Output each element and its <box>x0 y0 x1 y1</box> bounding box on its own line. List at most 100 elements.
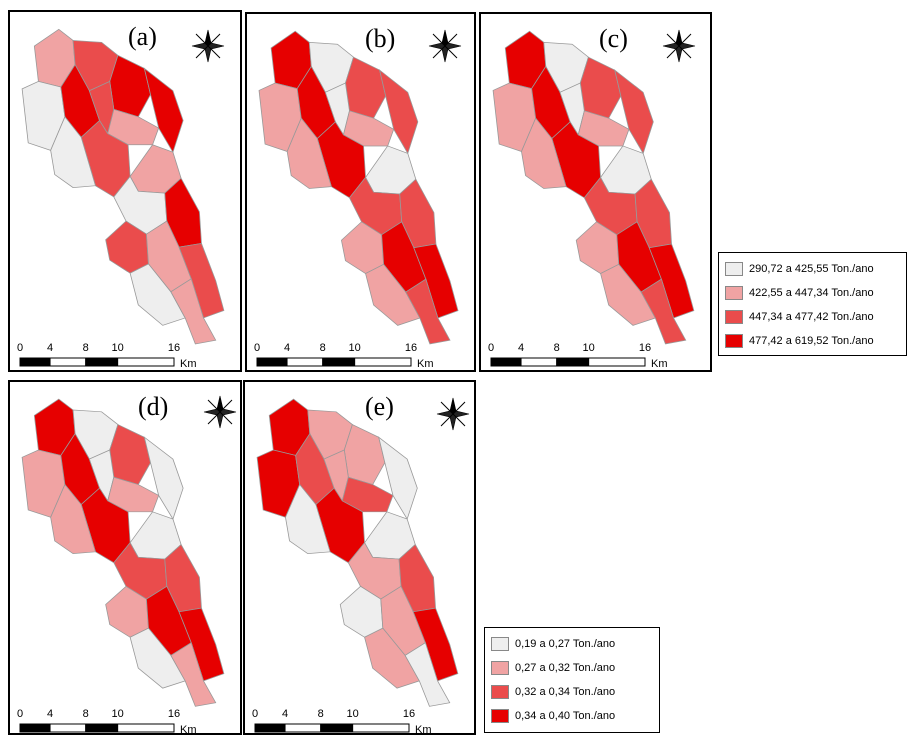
panel-label: (d) <box>138 392 169 421</box>
scale-tick-label: 16 <box>639 342 651 354</box>
legend-label: 477,42 a 619,52 Ton./ano <box>749 335 874 347</box>
legend-soil-loss-annual: 290,72 a 425,55 Ton./ano 422,55 a 447,34… <box>718 252 907 356</box>
legend-label: 0,19 a 0,27 Ton./ano <box>515 638 616 650</box>
subbasin-3 <box>579 56 622 119</box>
scale-segment <box>284 723 322 733</box>
scale-tick-label: 4 <box>47 708 53 720</box>
legend-item: 447,34 a 477,42 Ton./ano <box>725 309 874 325</box>
panel-label: (b) <box>365 24 396 53</box>
scale-segment <box>49 357 87 367</box>
scale-tick-label: 8 <box>318 708 324 720</box>
scale-segment <box>322 357 356 367</box>
legend-item: 0,32 a 0,34 Ton./ano <box>491 684 615 700</box>
scale-tick-label: 10 <box>583 342 595 354</box>
legend-item: 422,55 a 447,34 Ton./ano <box>725 285 874 301</box>
map-panel-d: (d) 0 4 8 10 16 Km <box>8 380 242 735</box>
legend-swatch <box>491 709 509 723</box>
scale-segment <box>254 723 286 733</box>
scale-unit: Km <box>415 724 432 734</box>
scale-tick-label: 10 <box>349 342 361 354</box>
map-panel-e: (e) 0 4 8 10 16 Km <box>243 380 476 735</box>
subbasin-18 <box>405 278 451 345</box>
legend-label: 447,34 a 477,42 Ton./ano <box>749 311 874 323</box>
scale-tick-label: 0 <box>17 342 23 354</box>
legend-item: 0,34 a 0,40 Ton./ano <box>491 708 615 724</box>
scale-segment <box>117 723 175 733</box>
legend-label: 290,72 a 425,55 Ton./ano <box>749 263 874 275</box>
watershed-map <box>21 398 225 707</box>
watershed-map <box>21 28 225 345</box>
legend-label: 422,55 a 447,34 Ton./ano <box>749 287 874 299</box>
map-panel-a: (a) 0 4 8 10 16 Km <box>8 10 242 372</box>
scale-tick-label: 0 <box>252 708 258 720</box>
scale-segment <box>490 357 522 367</box>
scale-segment <box>354 357 412 367</box>
scale-segment <box>85 357 119 367</box>
scale-tick-label: 10 <box>112 342 124 354</box>
watershed-map <box>492 30 695 345</box>
legend-swatch <box>725 334 743 348</box>
scale-tick-label: 4 <box>518 342 524 354</box>
legend-swatch <box>725 262 743 276</box>
subbasin-3 <box>343 424 386 485</box>
scale-segment <box>520 357 558 367</box>
compass-diagonal <box>195 33 221 59</box>
scale-tick-label: 0 <box>254 342 260 354</box>
subbasin-3 <box>345 56 387 119</box>
scale-segment <box>286 357 324 367</box>
panel-label: (a) <box>128 22 157 51</box>
scale-tick-label: 0 <box>488 342 494 354</box>
subbasin-18 <box>170 278 217 345</box>
compass-diagonal <box>432 33 458 59</box>
subbasin-10 <box>521 117 567 189</box>
scale-segment <box>49 723 87 733</box>
scale-tick-label: 8 <box>554 342 560 354</box>
scale-tick-label: 8 <box>83 708 89 720</box>
scale-segment <box>588 357 646 367</box>
scale-tick-label: 4 <box>47 342 53 354</box>
subbasin-18 <box>170 642 217 707</box>
legend-swatch <box>491 661 509 675</box>
compass-diagonal <box>440 401 466 427</box>
scale-tick-label: 16 <box>403 708 415 720</box>
legend-item: 477,42 a 619,52 Ton./ano <box>725 333 874 349</box>
legend-item: 0,19 a 0,27 Ton./ano <box>491 636 615 652</box>
north-arrow-icon <box>436 397 470 431</box>
scale-tick-label: 4 <box>282 708 288 720</box>
legend-item: 290,72 a 425,55 Ton./ano <box>725 261 874 277</box>
legend-label: 0,32 a 0,34 Ton./ano <box>515 686 616 698</box>
subbasin-10 <box>50 116 97 188</box>
legend-item: 0,27 a 0,32 Ton./ano <box>491 660 615 676</box>
map-panel-c: (c) 0 4 8 10 16 Km <box>479 12 712 372</box>
panel-label: (e) <box>365 392 394 421</box>
scale-tick-label: 8 <box>83 342 89 354</box>
scale-segment <box>19 357 51 367</box>
north-arrow-icon <box>191 29 225 63</box>
scale-unit: Km <box>417 358 434 368</box>
legend-label: 0,34 a 0,40 Ton./ano <box>515 710 616 722</box>
legend-soil-loss-rate: 0,19 a 0,27 Ton./ano 0,27 a 0,32 Ton./an… <box>484 627 660 733</box>
panel-label: (c) <box>599 24 628 53</box>
scale-tick-label: 16 <box>168 342 180 354</box>
legend-swatch <box>491 637 509 651</box>
scale-tick-label: 4 <box>284 342 290 354</box>
scale-unit: Km <box>180 724 197 734</box>
subbasin-3 <box>109 424 151 485</box>
scale-segment <box>320 723 354 733</box>
scale-segment <box>19 723 51 733</box>
subbasin-10 <box>50 483 97 554</box>
scale-unit: Km <box>180 358 197 368</box>
scale-segment <box>352 723 410 733</box>
legend-swatch <box>491 685 509 699</box>
subbasin-10 <box>285 483 331 554</box>
subbasin-18 <box>404 642 451 707</box>
watershed-map <box>258 30 459 345</box>
subbasin-18 <box>640 278 687 345</box>
scale-segment <box>256 357 288 367</box>
scale-segment <box>556 357 590 367</box>
